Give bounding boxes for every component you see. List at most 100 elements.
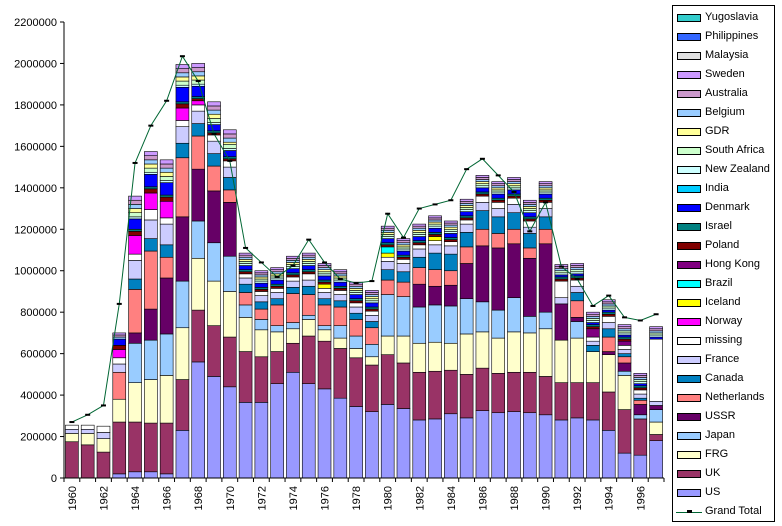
legend-item: Belgium <box>673 104 774 123</box>
bar-segment <box>586 324 600 327</box>
bar-segment <box>428 418 442 479</box>
grand-total-point <box>558 265 564 268</box>
bar-segment <box>523 257 537 317</box>
bar-segment <box>601 391 616 431</box>
bar-segment <box>191 361 205 479</box>
bar-segment <box>601 336 616 352</box>
bar-segment <box>617 349 632 354</box>
x-tick-label: 1984 <box>446 486 458 510</box>
legend-label: Sweden <box>705 68 745 80</box>
bar-segment <box>286 260 300 263</box>
bar-segment <box>538 328 553 377</box>
bar-segment <box>507 204 521 213</box>
legend-item: South Africa <box>673 142 774 161</box>
legend-swatch <box>677 242 701 250</box>
grand-total-point <box>179 55 185 58</box>
legend-label: Israel <box>705 220 732 232</box>
bar-segment <box>444 224 458 228</box>
bar-segment <box>175 72 190 78</box>
bar-segment <box>191 104 205 112</box>
bar-segment <box>144 155 158 161</box>
bar-segment <box>254 272 269 276</box>
bar-segment <box>428 304 442 343</box>
bar-segment <box>428 240 442 246</box>
grand-total-point <box>448 199 454 202</box>
bar-segment <box>538 311 553 330</box>
bar-segment <box>601 313 616 317</box>
legend-swatch <box>677 413 701 421</box>
bar-segment <box>475 195 490 203</box>
bar-segment <box>317 325 332 331</box>
bar-segment <box>238 254 253 258</box>
bar-segment <box>159 422 174 475</box>
bar-segment <box>349 302 363 308</box>
bar-segment <box>523 233 537 249</box>
legend-swatch <box>677 52 701 60</box>
bar-segment <box>144 159 158 165</box>
x-tick-label: 1966 <box>162 486 174 510</box>
bar-segment <box>475 191 490 195</box>
bar-segment <box>475 410 490 479</box>
bar-segment <box>254 274 269 278</box>
bar-segment <box>428 215 442 219</box>
bar-segment <box>538 414 553 479</box>
bar-segment <box>238 263 253 266</box>
legend-swatch <box>677 299 701 307</box>
bar-segment <box>144 186 158 190</box>
legend-label: US <box>705 486 721 498</box>
x-tick-label: 1972 <box>256 486 268 510</box>
bar-segment <box>428 269 442 287</box>
bar-segment <box>144 192 158 210</box>
bar-segment <box>112 363 127 373</box>
bar-segment <box>396 254 411 258</box>
bar-segment <box>649 434 663 441</box>
bar-segment <box>238 304 253 318</box>
x-tick-label: 1970 <box>225 486 237 510</box>
bar-segment <box>159 217 174 225</box>
grand-total-point <box>400 236 406 239</box>
bar-segment <box>270 351 284 384</box>
bar-segment <box>507 297 521 333</box>
bar-segment <box>301 269 316 273</box>
legend-label: Belgium <box>705 106 745 118</box>
bar-segment <box>444 305 458 344</box>
bar-segment <box>396 240 411 244</box>
bar-segment <box>144 379 158 424</box>
bar-segment <box>365 298 379 302</box>
bar-segment <box>128 216 142 220</box>
bar-segment <box>365 290 379 293</box>
bar-segment <box>523 216 537 220</box>
legend-swatch <box>677 185 701 193</box>
legend-item: US <box>673 484 774 503</box>
bar-segment <box>365 327 379 345</box>
grand-total-point <box>464 168 470 171</box>
x-tick-label: 1988 <box>509 486 521 510</box>
bar-segment <box>633 375 648 378</box>
bar-segment <box>475 367 490 411</box>
grand-total-point <box>511 190 517 193</box>
bar-segment <box>207 105 221 111</box>
bar-segment <box>617 356 632 364</box>
y-tick-label: 2000000 <box>14 58 57 70</box>
legend-swatch <box>677 90 701 98</box>
bar-segment <box>191 257 205 311</box>
legend-label: Brazil <box>705 277 733 289</box>
bar-segment <box>254 289 269 292</box>
legend-item: USSR <box>673 408 774 427</box>
legend-label: missing <box>705 334 743 346</box>
bar-segment <box>365 356 379 366</box>
grand-total-point <box>653 313 659 316</box>
legend-label: France <box>705 353 740 365</box>
bar-segment <box>601 351 616 355</box>
bar-segment <box>270 298 284 306</box>
bar-segment <box>523 204 537 207</box>
bar-segment <box>128 195 142 201</box>
grand-total-point <box>274 275 280 278</box>
bar-segment <box>554 278 569 282</box>
bar-segment <box>617 326 632 330</box>
bar-segment <box>159 196 174 202</box>
bar-segment <box>112 345 127 350</box>
x-tick-label: 1994 <box>604 486 616 510</box>
bar-segment <box>491 202 505 209</box>
bar-layer <box>65 63 663 479</box>
